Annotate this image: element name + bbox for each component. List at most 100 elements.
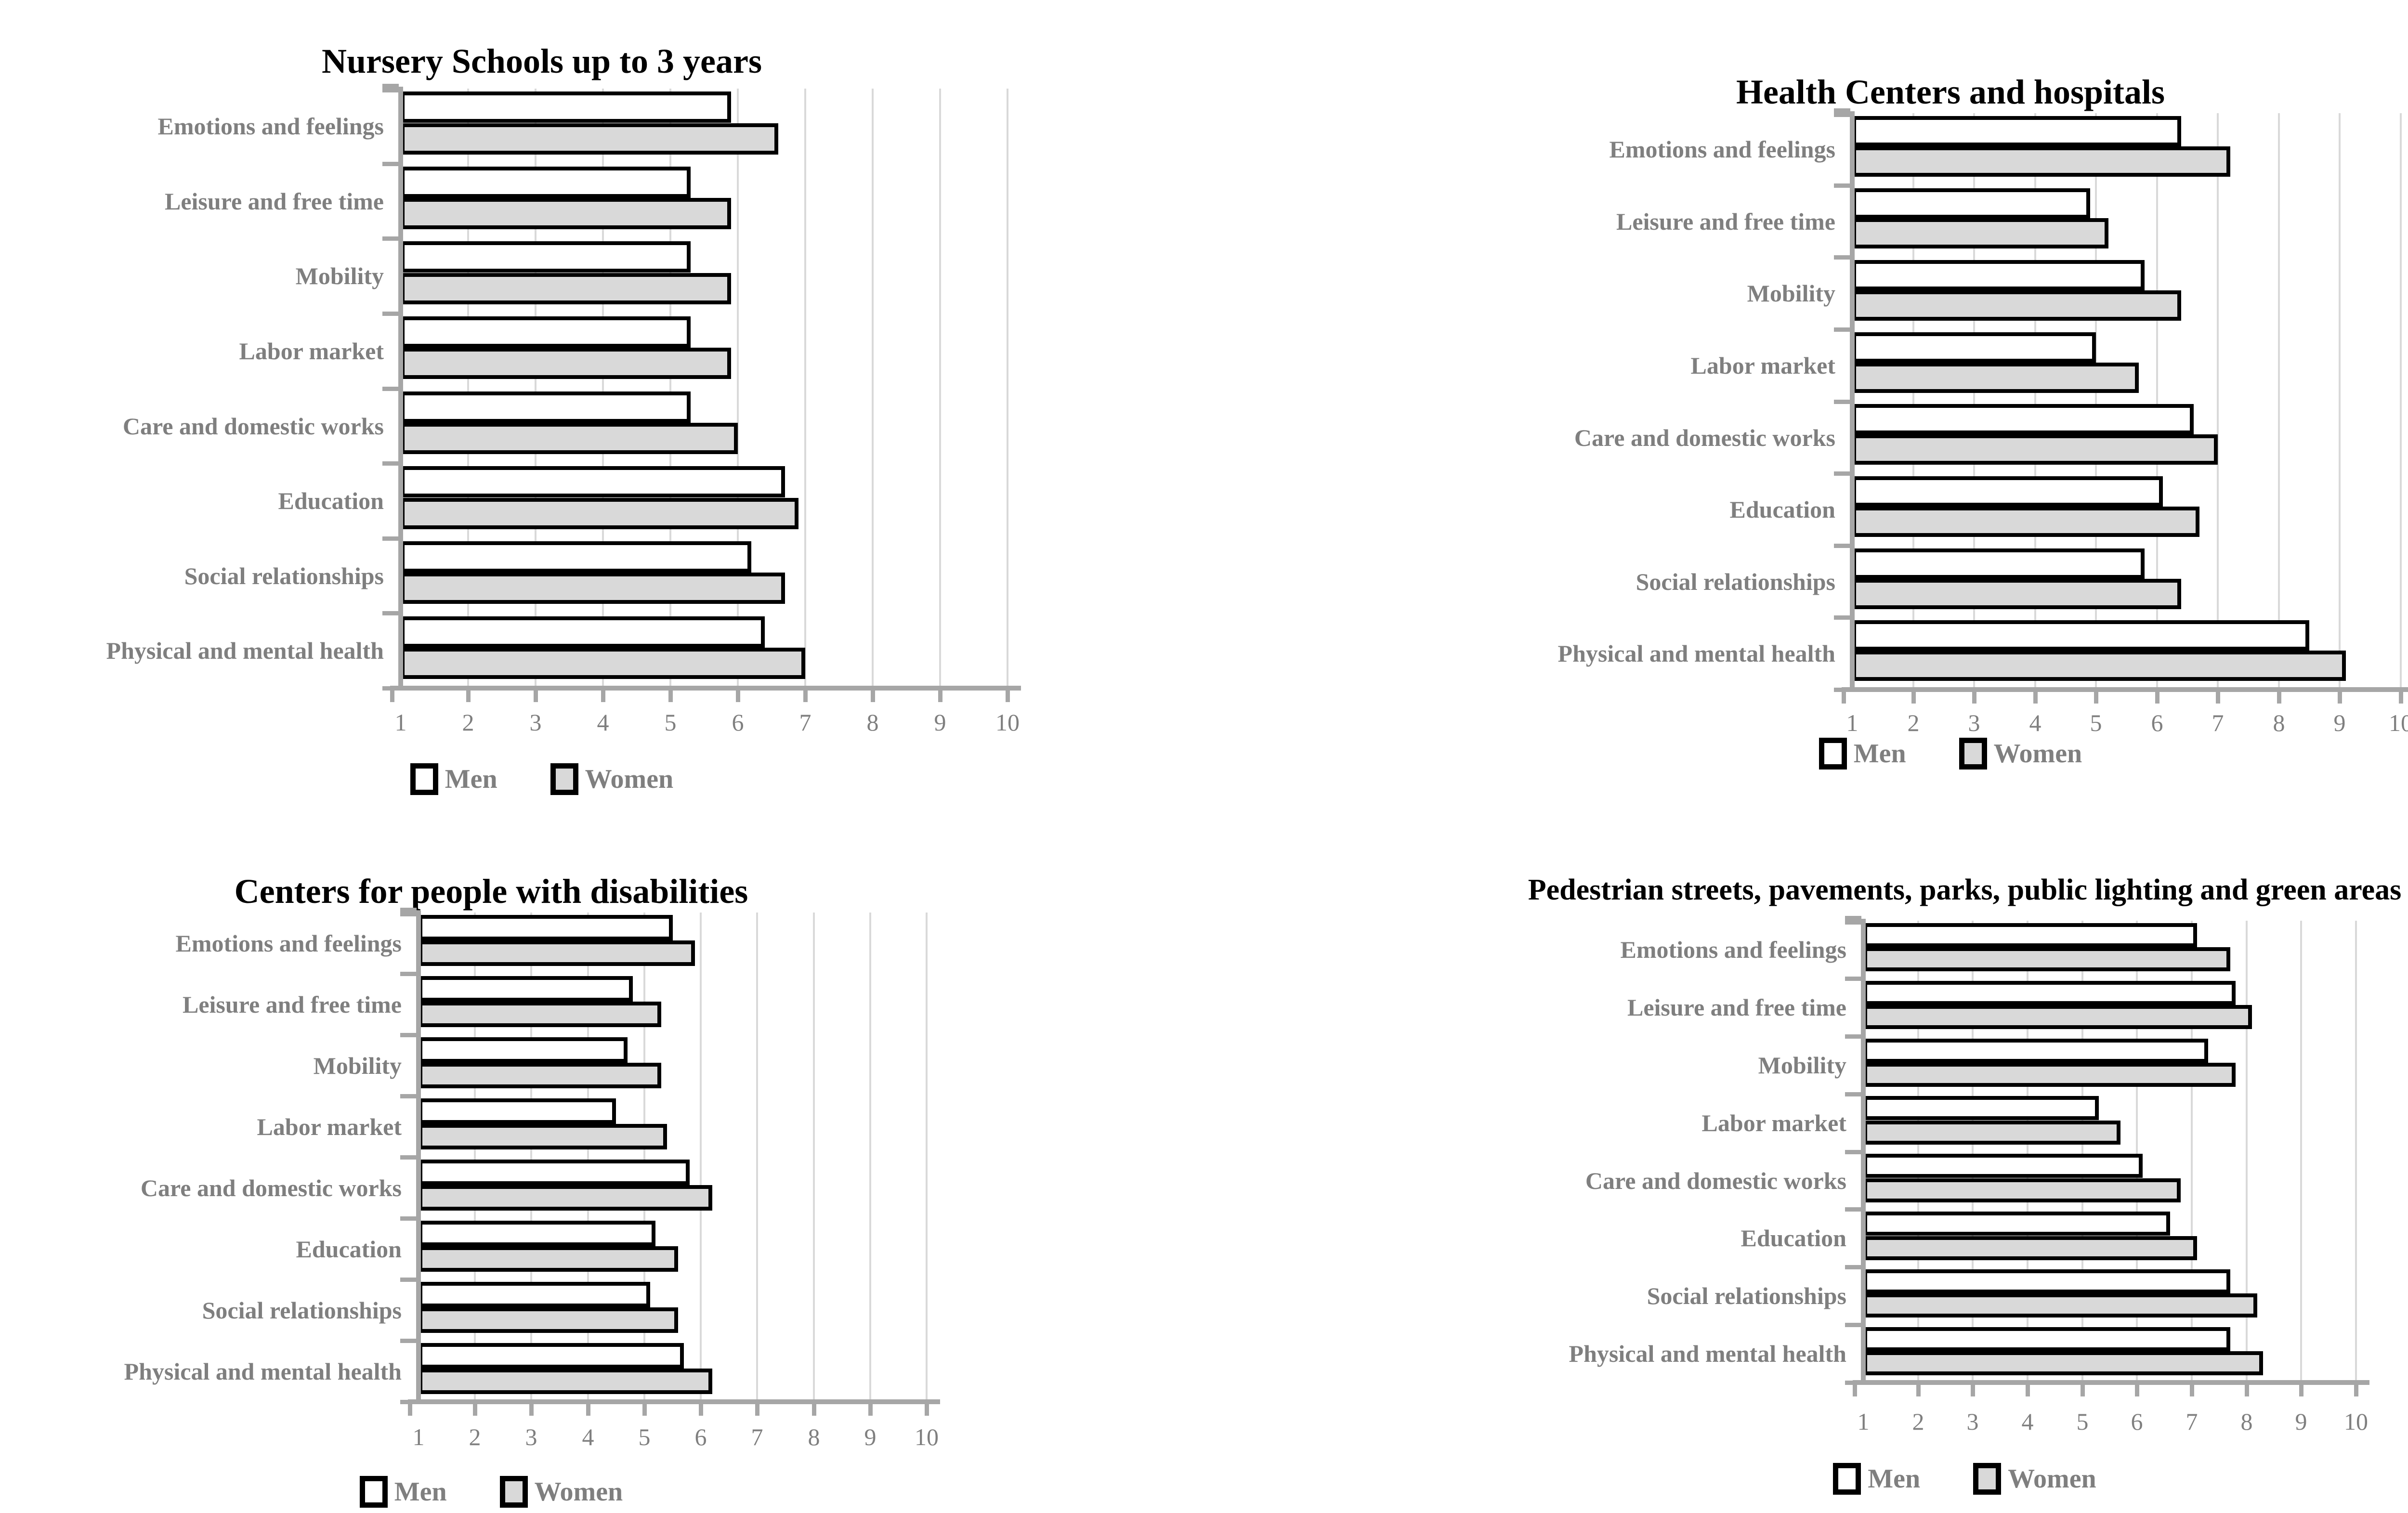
legend: Men Women xyxy=(10,1476,973,1508)
x-axis-tick xyxy=(925,1403,929,1416)
bar-women xyxy=(1863,1005,2252,1029)
x-tick-label: 2 xyxy=(1912,1408,1924,1435)
category-label: Education xyxy=(1741,1225,1846,1252)
gridline xyxy=(737,89,739,688)
bar-men xyxy=(419,1098,616,1124)
legend-item-men: Men xyxy=(410,763,497,795)
bar-men xyxy=(1863,1039,2208,1063)
legend-item-men: Men xyxy=(359,1476,447,1508)
bar-men xyxy=(401,241,691,273)
bar-men xyxy=(401,91,731,123)
y-axis-tick xyxy=(1845,1034,1861,1039)
category-label: Labor market xyxy=(239,338,384,365)
legend: Men Women xyxy=(1421,738,2408,770)
y-axis-tick xyxy=(1834,471,1850,476)
legend-swatch-women xyxy=(1973,1463,2002,1495)
gridline xyxy=(872,89,874,688)
y-axis-tick xyxy=(382,611,399,615)
x-tick-label: 8 xyxy=(866,709,879,736)
y-axis-tick xyxy=(1834,255,1850,260)
category-label: Physical and mental health xyxy=(106,637,384,664)
legend-item-men: Men xyxy=(1833,1463,1920,1495)
chart-health-centers: Health Centers and hospitals Emotions an… xyxy=(1421,29,2408,799)
category-label: Social relationships xyxy=(184,562,384,589)
bar-men xyxy=(1863,1154,2143,1178)
legend-item-men: Men xyxy=(1819,738,1906,770)
legend-swatch-women xyxy=(1959,738,1987,770)
gridline xyxy=(1917,921,1919,1383)
bar-women xyxy=(401,273,731,304)
y-axis-tick xyxy=(400,1278,417,1282)
gridline xyxy=(939,89,941,688)
bar-men xyxy=(401,541,751,573)
x-axis-tick xyxy=(473,1403,477,1416)
bar-men xyxy=(401,316,691,348)
y-axis-tick xyxy=(1845,977,1861,981)
x-tick-label: 9 xyxy=(934,709,946,736)
legend: Men Women xyxy=(72,763,1011,795)
gridline xyxy=(587,913,589,1402)
y-axis-tick xyxy=(400,1155,417,1160)
gridline xyxy=(1912,113,1914,690)
bar-men xyxy=(401,391,691,423)
category-label: Social relationships xyxy=(1647,1282,1846,1309)
bar-men xyxy=(1852,116,2181,146)
gridline xyxy=(813,913,815,1402)
x-tick-label: 1 xyxy=(412,1423,425,1450)
gridline xyxy=(2156,113,2158,690)
gridline xyxy=(2191,921,2193,1383)
x-axis-tick xyxy=(2026,1384,2030,1396)
x-axis-tick xyxy=(642,1403,647,1416)
x-tick-label: 4 xyxy=(597,709,609,736)
legend-item-women: Women xyxy=(1959,738,2082,770)
category-label: Care and domestic works xyxy=(140,1174,402,1201)
x-axis-tick xyxy=(736,690,740,702)
bar-men xyxy=(1852,260,2145,290)
y-axis-tick xyxy=(382,536,399,541)
legend: Men Women xyxy=(1397,1463,2408,1495)
bar-men xyxy=(401,616,765,648)
x-axis-line xyxy=(1853,1380,2369,1385)
gridline xyxy=(926,913,928,1402)
y-axis-tick xyxy=(400,908,417,916)
bar-women xyxy=(401,648,805,679)
category-label: Care and domestic works xyxy=(122,413,384,440)
x-tick-label: 8 xyxy=(2240,1408,2253,1435)
plot-area: Emotions and feelings Leisure and free ti… xyxy=(1569,916,2369,1435)
y-axis-tick xyxy=(400,972,417,976)
y-axis-tick xyxy=(382,236,399,241)
x-axis-tick xyxy=(868,1403,873,1416)
y-axis-tick xyxy=(1834,327,1850,332)
gridline xyxy=(869,913,871,1402)
x-tick-label: 3 xyxy=(529,709,542,736)
x-tick-label: 8 xyxy=(2273,709,2285,736)
bar-women xyxy=(419,1307,678,1333)
category-label: Physical and mental health xyxy=(1557,640,1835,667)
bar-women xyxy=(1852,363,2139,393)
y-axis-line xyxy=(1850,111,1855,691)
category-label: Labor market xyxy=(1690,352,1835,379)
gridline xyxy=(2400,113,2402,690)
x-tick-label: 6 xyxy=(2131,1408,2143,1435)
x-axis-tick xyxy=(586,1403,590,1416)
x-tick-label: 6 xyxy=(732,709,744,736)
category-label: Social relationships xyxy=(202,1296,402,1324)
chart-title: Nursery Schools up to 3 years xyxy=(322,41,762,80)
legend-item-women: Women xyxy=(499,1476,623,1508)
bar-women xyxy=(1852,218,2108,248)
legend-label-women: Women xyxy=(534,1477,623,1507)
bar-men xyxy=(419,1343,684,1369)
gridline xyxy=(1007,89,1008,688)
x-axis-line xyxy=(390,686,1021,691)
gridline xyxy=(2027,921,2028,1383)
x-tick-label: 1 xyxy=(1846,709,1858,736)
bar-women xyxy=(401,123,778,155)
bar-men xyxy=(401,167,691,198)
bar-women xyxy=(1852,434,2218,465)
x-tick-label: 7 xyxy=(2186,1408,2198,1435)
x-axis-tick xyxy=(755,1403,759,1416)
x-tick-label: 9 xyxy=(864,1423,877,1450)
y-axis-tick xyxy=(1845,1150,1861,1154)
gridline xyxy=(2300,921,2302,1383)
x-axis-tick xyxy=(1853,1384,1857,1396)
